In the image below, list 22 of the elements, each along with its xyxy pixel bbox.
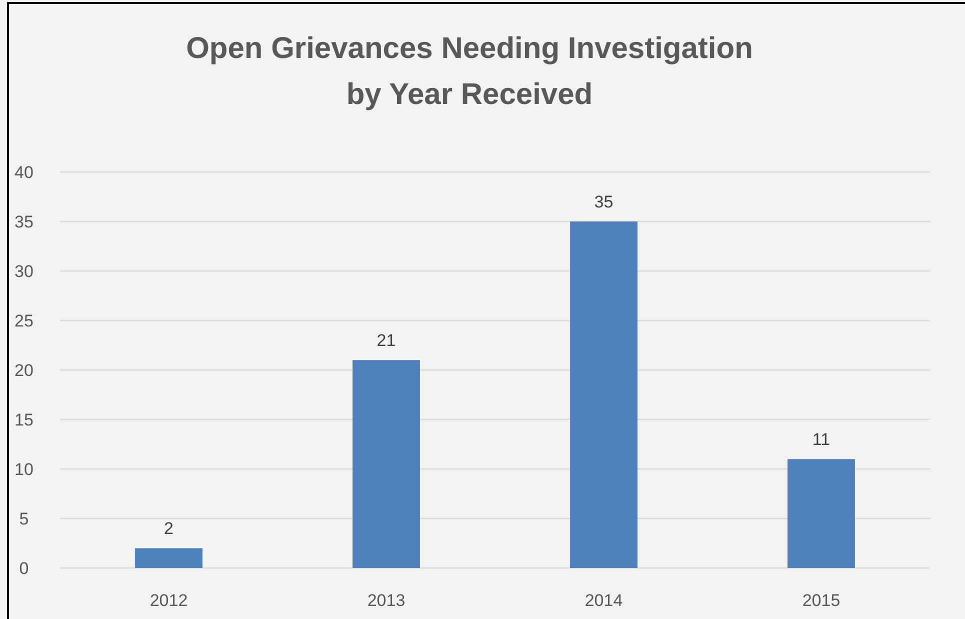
y-tick-label: 25 [14,311,34,330]
x-tick-label: 2015 [802,591,840,610]
y-tick-label: 15 [14,410,34,430]
x-tick-label: 2013 [367,591,406,610]
x-tick-label: 2014 [584,591,623,610]
chart-title: Open Grievances Needing Investigation by Year Received [186,32,753,111]
y-tick-label: 10 [14,460,34,479]
y-tick-label: 35 [14,212,34,232]
data-label: 2 [164,519,174,538]
y-tick-label: 30 [14,262,34,281]
data-label: 35 [594,192,614,212]
x-tick-label: 2012 [150,591,188,610]
y-tick-label: 5 [19,509,29,528]
y-tick-label: 0 [19,558,29,578]
y-tick-label: 40 [14,162,34,182]
bar [352,360,420,568]
data-label: 11 [812,430,830,450]
data-label: 21 [376,331,396,350]
bar [570,222,638,568]
y-tick-label: 20 [14,360,34,380]
bar [135,548,202,568]
bar [788,459,855,568]
